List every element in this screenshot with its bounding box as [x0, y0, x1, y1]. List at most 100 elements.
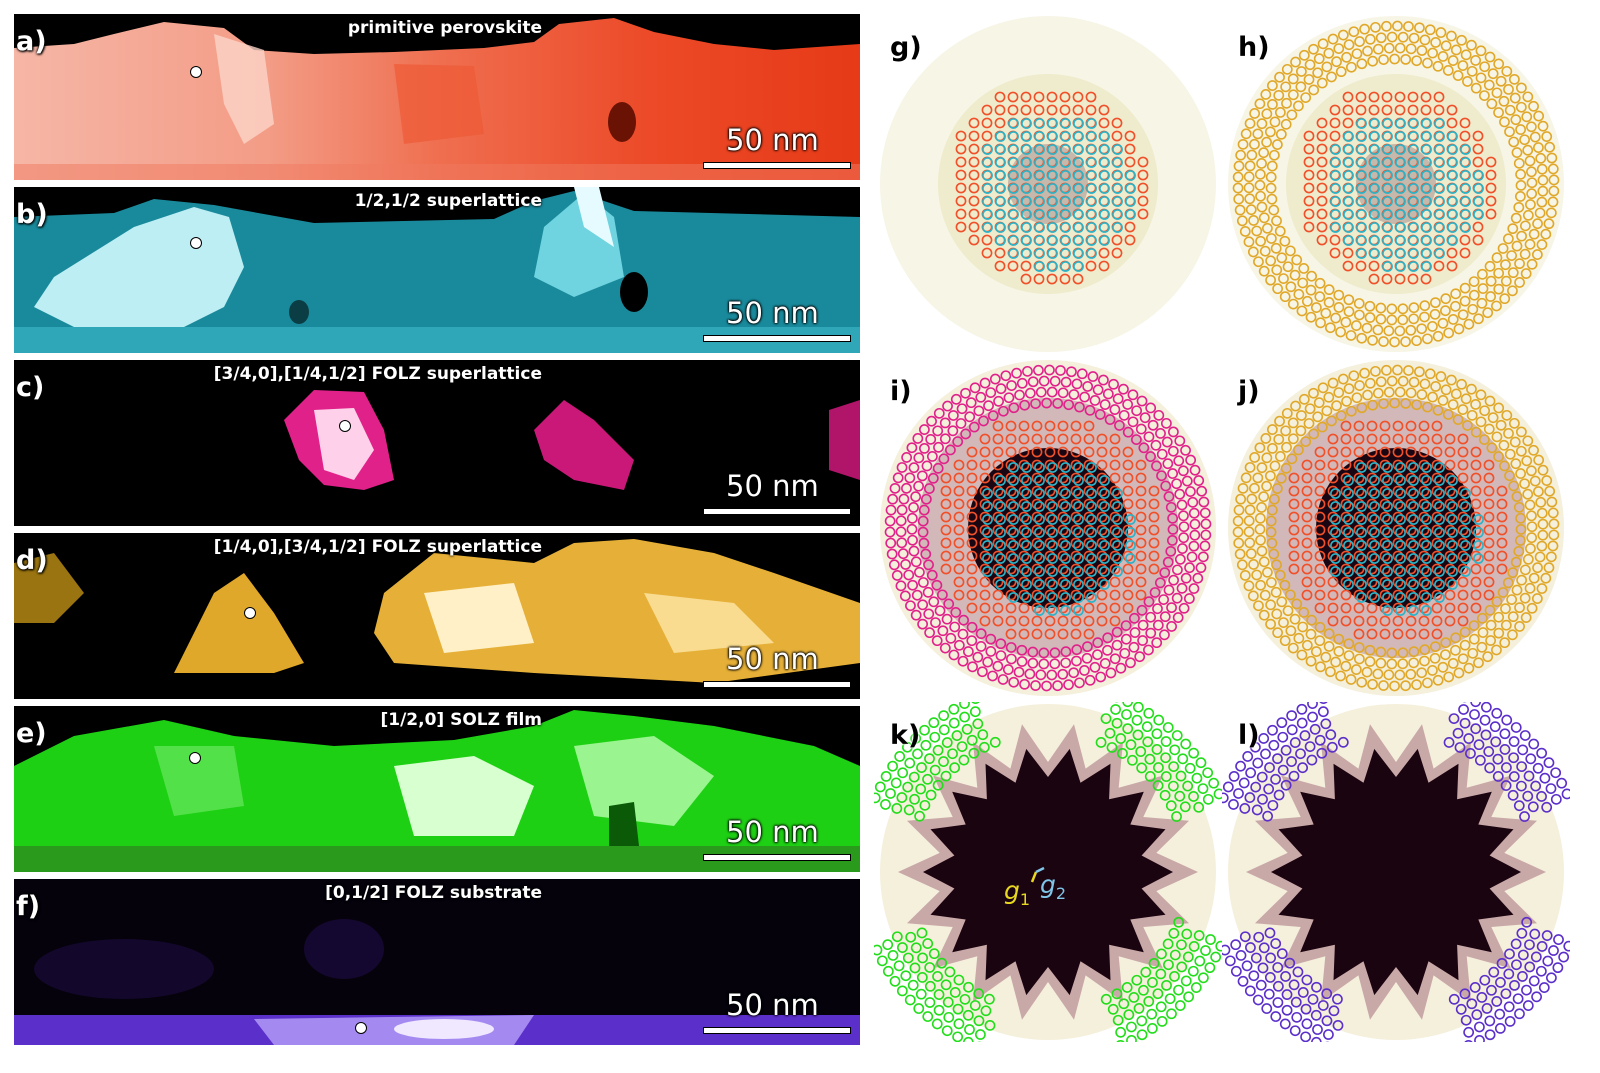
folz-reflection-marker [1019, 678, 1030, 690]
substrate-reflection-marker [1257, 962, 1269, 974]
folz-reflection-marker [1287, 433, 1299, 445]
superlattice-reflection-marker [1434, 553, 1445, 564]
folz-reflection-marker [1181, 475, 1193, 487]
primitive-reflection-marker [1148, 537, 1160, 549]
primitive-reflection-marker [968, 195, 980, 207]
primitive-reflection-marker [1405, 602, 1417, 614]
solz-reflection-marker [912, 748, 923, 760]
primitive-reflection-marker [1135, 472, 1147, 484]
superlattice-reflection-marker [1060, 488, 1071, 499]
solz-reflection-marker [1176, 961, 1188, 973]
folz-reflection-marker [1532, 218, 1543, 230]
superlattice-reflection-marker [1034, 566, 1045, 577]
folz-reflection-marker [1027, 657, 1039, 669]
primitive-reflection-marker [1379, 589, 1391, 601]
superlattice-reflection-marker [1460, 144, 1471, 155]
folz-reflection-marker [965, 397, 977, 409]
superlattice-reflection-marker [1086, 501, 1097, 512]
substrate-reflection-marker [1480, 729, 1492, 741]
primitive-reflection-marker [1483, 524, 1495, 536]
solz-reflection-marker [1171, 730, 1183, 741]
superlattice-reflection-marker [1395, 118, 1406, 129]
folz-reflection-marker [1397, 647, 1409, 659]
primitive-reflection-marker [1005, 472, 1017, 484]
primitive-reflection-marker [1018, 563, 1030, 575]
folz-reflection-marker [1521, 111, 1533, 123]
superlattice-reflection-marker [1060, 527, 1071, 538]
folz-reflection-marker [1027, 646, 1039, 658]
solz-reflection-marker [897, 767, 909, 779]
solz-reflection-marker [1100, 993, 1112, 1005]
primitive-reflection-marker [1340, 537, 1352, 549]
folz-reflection-marker [923, 559, 934, 571]
folz-reflection-marker [1314, 277, 1326, 289]
substrate-reflection-marker [1272, 962, 1284, 973]
folz-reflection-marker [1108, 378, 1119, 390]
primitive-reflection-marker [1005, 602, 1017, 614]
superlattice-reflection-marker [1047, 183, 1058, 194]
primitive-reflection-marker [1057, 628, 1069, 640]
folz-reflection-marker [1548, 174, 1560, 186]
folz-reflection-marker [1341, 51, 1352, 63]
folz-reflection-marker [1432, 330, 1444, 342]
folz-reflection-marker [1333, 633, 1345, 645]
folz-reflection-marker [1265, 255, 1277, 267]
primitive-reflection-marker [1007, 91, 1019, 103]
folz-reflection-marker [1315, 317, 1326, 329]
primitive-reflection-marker [1329, 130, 1341, 142]
superlattice-reflection-marker [1047, 170, 1058, 181]
folz-reflection-marker [1089, 394, 1101, 406]
superlattice-reflection-marker [1008, 592, 1019, 603]
folz-reflection-marker [1432, 674, 1444, 686]
folz-reflection-marker [1514, 621, 1526, 632]
superlattice-reflection-marker [1034, 527, 1045, 538]
folz-reflection-marker [1317, 382, 1329, 394]
folz-reflection-marker [1104, 414, 1116, 425]
superlattice-reflection-marker [1047, 501, 1058, 512]
superlattice-reflection-marker [1343, 235, 1354, 246]
superlattice-reflection-marker [1421, 183, 1432, 194]
superlattice-reflection-marker [1447, 527, 1458, 538]
solz-reflection-marker [1182, 780, 1194, 792]
superlattice-reflection-marker [982, 501, 993, 512]
folz-reflection-marker [948, 649, 960, 661]
superlattice-reflection-marker [1073, 196, 1084, 207]
folz-reflection-marker [957, 655, 969, 667]
substrate-reflection-marker [1272, 997, 1284, 1008]
substrate-reflection-marker [1473, 739, 1485, 751]
folz-reflection-marker [1046, 669, 1058, 681]
solz-reflection-marker [953, 974, 965, 986]
diffraction-pattern-g [880, 16, 1216, 352]
primitive-reflection-marker [940, 472, 952, 484]
primitive-reflection-marker [1444, 589, 1456, 601]
folz-reflection-marker [1508, 417, 1520, 429]
folz-reflection-marker [1343, 650, 1355, 662]
superlattice-reflection-marker [1369, 131, 1380, 142]
primitive-reflection-marker [1316, 143, 1328, 155]
primitive-reflection-marker [953, 589, 965, 601]
primitive-reflection-marker [1135, 511, 1147, 523]
superlattice-reflection-marker [1125, 170, 1136, 181]
primitive-reflection-marker [1353, 524, 1365, 536]
primitive-reflection-marker [1057, 459, 1069, 471]
solz-reflection-marker [978, 741, 990, 753]
folz-reflection-marker [1323, 391, 1335, 403]
superlattice-reflection-marker [1047, 157, 1058, 168]
primitive-reflection-marker [1392, 537, 1404, 549]
solz-reflection-marker [1126, 1021, 1137, 1033]
superlattice-reflection-marker [1421, 144, 1432, 155]
superlattice-reflection-marker [1421, 196, 1432, 207]
folz-reflection-marker [1500, 259, 1511, 271]
superlattice-reflection-marker [1073, 488, 1084, 499]
solz-reflection-marker [1106, 742, 1118, 753]
folz-reflection-marker [1397, 314, 1409, 326]
primitive-reflection-marker [1122, 485, 1134, 497]
primitive-reflection-marker [968, 130, 980, 142]
folz-reflection-marker [1290, 56, 1301, 68]
folz-reflection-marker [1509, 436, 1521, 448]
superlattice-reflection-marker [1060, 514, 1071, 525]
primitive-reflection-marker [1303, 221, 1315, 233]
primitive-reflection-marker [1405, 485, 1417, 497]
superlattice-reflection-marker [1382, 514, 1393, 525]
folz-reflection-marker [1485, 275, 1497, 287]
